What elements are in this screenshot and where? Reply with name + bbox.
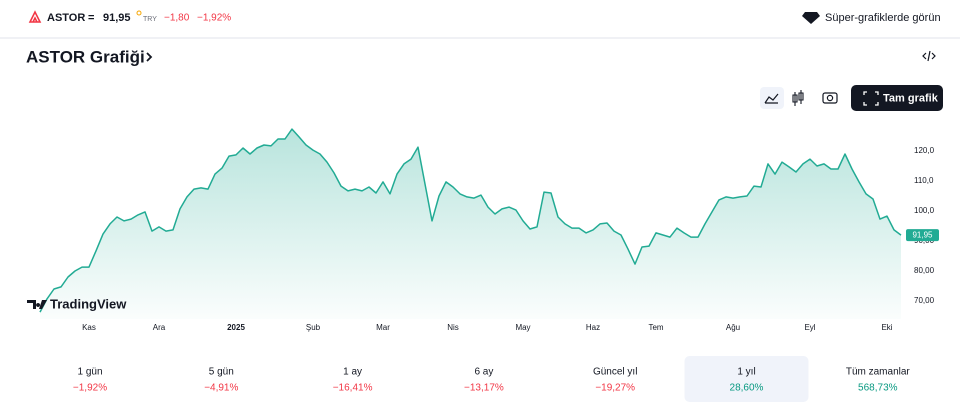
promo-text[interactable]: Süper-grafiklerde görün	[825, 12, 941, 24]
y-tick-label: 100,0	[914, 206, 935, 215]
period-label[interactable]: 5 gün	[209, 367, 234, 378]
x-tick-label: Şub	[306, 323, 321, 332]
x-tick-label: Nis	[447, 323, 459, 332]
period-label[interactable]: 1 yıl	[737, 367, 755, 378]
x-tick-label: Eki	[881, 323, 892, 332]
currency: TRY	[143, 16, 157, 23]
price: 91,95	[103, 12, 131, 24]
period-label[interactable]: 1 gün	[77, 367, 102, 378]
period-change[interactable]: −4,91%	[204, 383, 238, 394]
full-chart-icon	[863, 91, 879, 106]
x-tick-label: 2025	[227, 323, 245, 332]
symbol: ASTOR	[47, 12, 85, 24]
symbol-logo	[28, 10, 42, 23]
y-tick-label: 120,0	[914, 146, 935, 155]
selected-tab[interactable]	[684, 356, 809, 402]
y-tick-label: 80,00	[914, 266, 935, 275]
period-change[interactable]: −1,92%	[73, 383, 107, 394]
x-tick-label: Ara	[153, 323, 166, 332]
period-label[interactable]: Tüm zamanlar	[846, 367, 911, 378]
x-tick-label: Eyl	[804, 323, 815, 332]
chart-heading[interactable]: ASTOR Grafiği	[26, 47, 145, 66]
x-tick-label: Ağu	[726, 323, 740, 332]
y-tick-label: 70,00	[914, 296, 935, 305]
area-fill	[40, 129, 901, 319]
period-label[interactable]: Güncel yıl	[593, 367, 637, 378]
change-pct: −1,92%	[197, 13, 231, 24]
x-tick-label: Mar	[376, 323, 390, 332]
period-change[interactable]: −19,27%	[595, 383, 635, 394]
full-chart-button[interactable]	[851, 85, 943, 111]
area-style-button[interactable]	[760, 87, 784, 109]
change: −1,80	[164, 13, 190, 24]
snapshot-lens	[826, 94, 834, 102]
equals: =	[88, 12, 94, 24]
price-line	[39, 128, 902, 313]
snapshot-button[interactable]	[822, 92, 838, 104]
full-chart-label[interactable]: Tam grafik	[883, 92, 939, 104]
brand-logo	[27, 300, 47, 309]
status-dot	[136, 10, 142, 16]
period-change[interactable]: 568,73%	[858, 383, 898, 394]
period-change[interactable]: 28,60%	[730, 383, 764, 394]
period-label[interactable]: 1 ay	[343, 367, 362, 378]
last-price-label: 91,95	[912, 230, 933, 239]
chart: 70,0080,0090,00100,0110,0120,0KasAra2025…	[39, 128, 939, 332]
period-change[interactable]: −13,17%	[464, 383, 504, 394]
x-tick-label: Kas	[82, 323, 96, 332]
period-tabs: 1 gün −1,92% 5 gün −4,91% 1 ay −16,41% 6 ay −13…	[73, 356, 911, 402]
x-tick-label: May	[515, 323, 530, 332]
promo-link[interactable]: Süper-grafiklerde görün	[802, 12, 941, 24]
embed-button[interactable]	[922, 50, 936, 62]
x-tick-label: Haz	[586, 323, 600, 332]
candle-style-button[interactable]	[792, 90, 804, 106]
area-style-icon	[764, 93, 779, 104]
last-price-tag	[906, 229, 939, 242]
promo-icon	[802, 12, 820, 24]
period-label[interactable]: 6 ay	[474, 367, 493, 378]
brand-text: TradingView	[50, 296, 127, 311]
y-tick-label: 110,0	[914, 176, 934, 185]
period-change[interactable]: −16,41%	[333, 383, 373, 394]
heading-arrow	[146, 52, 153, 62]
x-tick-label: Tem	[648, 323, 663, 332]
